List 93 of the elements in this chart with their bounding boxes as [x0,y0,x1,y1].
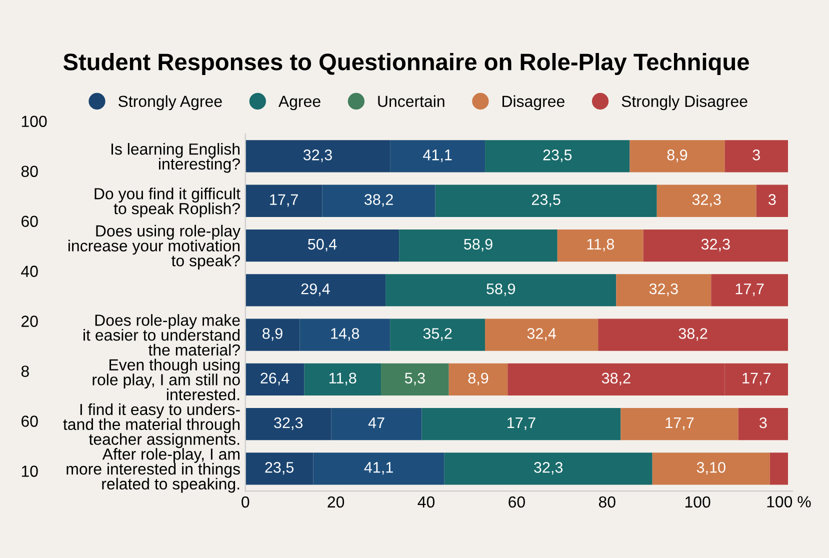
x-axis-title: 100 % [767,496,811,508]
bar [724,140,788,172]
x-tick-label: 20 [328,496,344,508]
annotation: 23,5 [265,462,294,475]
annotation: 38,2 [602,372,630,386]
annotation: 5,3 [404,372,425,386]
bar [245,229,400,262]
text: 10 [22,466,38,477]
x-tick-label: 40 [418,496,435,508]
bar [444,452,652,485]
annotation: 17,7 [736,284,764,296]
annotation: 38,2 [364,194,393,207]
annotation: 32,3 [701,238,730,252]
text: 20 [22,316,38,327]
text: 40 [21,266,38,277]
annotation: 32,3 [649,283,678,296]
bar [381,363,449,396]
text: 60 [22,416,38,427]
annotation: 3 [768,194,776,205]
bar [304,363,382,396]
bar [485,140,630,172]
annotation: 35,2 [423,328,452,341]
annotation: 14,8 [331,328,360,341]
annotation: 32,3 [303,150,332,162]
annotation: 17,7 [508,418,536,430]
annotation: 8,9 [262,328,282,341]
annotation: 17,7 [270,194,298,207]
bar [616,274,712,306]
bar [435,184,657,217]
annotation: 8,9 [667,150,688,162]
annotation: 32,4 [527,328,556,341]
annotation: 41,1 [364,462,393,475]
annotation: 32,3 [692,194,721,207]
annotation: 58,9 [464,238,492,252]
bar [422,408,621,440]
bar [245,274,386,306]
y-tick-label: Does role-play make it easier to understand the material? [84,314,240,356]
text: 8 [21,366,29,377]
bar [598,318,788,351]
bar [656,184,756,217]
annotation: 41,1 [423,150,452,162]
x-tick-label: 0 [242,496,250,508]
bar [756,184,788,217]
text: 60 [22,216,38,228]
bar [630,140,725,172]
bar [386,274,616,306]
annotation: 29,4 [301,283,330,296]
y-tick-label: Does using role-play increase your motivation to speak? [68,224,240,270]
legend-label: Uncertain [378,95,444,108]
chart-title: Student Responses to Questionnaire on Role-Play Technique [63,53,749,76]
annotation: 50,4 [308,238,337,252]
annotation: 47 [368,418,384,428]
annotation: 11,8 [587,238,614,252]
y-tick-label: Do you find it gifficult to speak Roplish? [94,188,240,218]
legend-label: Strongly Disagree [622,95,748,110]
annotation: 17,7 [666,418,694,430]
bar [485,318,598,351]
legend-label: Strongly Agree [118,95,222,110]
annotation: 8,9 [468,372,488,386]
x-tick-label: 60 [508,496,525,508]
x-tick-label: 100 [685,496,710,508]
bar [245,363,304,396]
bar [652,452,770,485]
annotation: 32,3 [274,417,303,430]
bar [448,363,508,396]
y-tick-label: After role-play, I am more interested in things related to speaking. [66,448,240,493]
text: 100 [22,116,47,128]
bar [399,229,558,262]
y-tick-label: Even though using role play, I am still no interested. [92,358,240,400]
bar [738,408,788,440]
legend-label: Agree [278,96,320,110]
annotation: 38,2 [678,328,708,341]
legend-label: Disagree [502,95,564,110]
bar [711,274,788,306]
annotation: 58,9 [486,283,516,296]
bar [620,408,738,440]
bar [557,229,644,262]
bar [770,452,788,485]
annotation: 11,8 [329,372,356,386]
x-tick-label: 80 [598,496,616,508]
text: 80 [21,166,38,178]
annotation: 3,10 [696,462,726,475]
y-tick-label: I find it easy to unders- tand the material through teacher assignments. [63,403,240,448]
y-tick-label: Is learning English interesting? [111,143,240,173]
annotation: 32,3 [534,462,563,475]
bar [643,229,788,262]
annotation: 23,5 [532,194,560,207]
bar [390,318,486,351]
annotation: 3 [759,417,767,428]
annotation: 17,7 [742,372,770,386]
annotation: 3 [752,150,760,160]
annotation: 23,5 [543,150,572,162]
annotation: 26,4 [260,372,290,386]
